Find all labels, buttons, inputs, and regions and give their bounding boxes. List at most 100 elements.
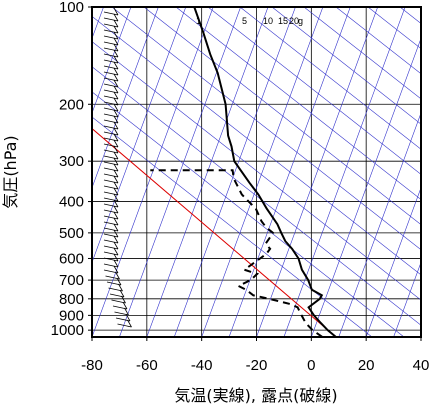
wind-barb-flag bbox=[113, 103, 119, 112]
x-tick-label: 20 bbox=[358, 357, 375, 374]
wind-barb-staff bbox=[103, 59, 119, 64]
wind-barb-flag bbox=[113, 55, 119, 64]
wind-barb-staff bbox=[103, 47, 119, 52]
wind-barb-flag bbox=[113, 97, 119, 106]
isotherm-line bbox=[311, 37, 421, 337]
wind-barb-staff bbox=[103, 251, 119, 256]
wind-barb-staff bbox=[117, 323, 132, 328]
dry-adiabat-line bbox=[92, 91, 405, 337]
wind-barb-flag bbox=[113, 247, 119, 256]
temperature-profile bbox=[193, 7, 337, 337]
y-axis-title: 気圧(hPa) bbox=[1, 135, 20, 208]
wind-barb-staff bbox=[103, 167, 119, 172]
y-tick-label: 500 bbox=[59, 225, 84, 242]
wind-barb-flag bbox=[113, 265, 119, 274]
x-tick-label: -40 bbox=[191, 357, 213, 374]
reference-line bbox=[92, 127, 337, 337]
wind-barb-flag bbox=[122, 301, 128, 310]
x-tick-label: -20 bbox=[246, 357, 268, 374]
y-tick-label: 1000 bbox=[51, 322, 84, 339]
wind-barb-flag bbox=[113, 157, 119, 166]
wind-barb-staff bbox=[103, 155, 119, 160]
wind-barb-staff bbox=[103, 263, 119, 268]
wind-barb-staff bbox=[103, 221, 119, 226]
isotherm-line bbox=[146, 7, 269, 337]
isotherm-line bbox=[420, 336, 421, 337]
y-tick-label: 200 bbox=[59, 96, 84, 113]
isotherm-line bbox=[283, 7, 406, 337]
wind-barb-flag bbox=[113, 253, 119, 262]
dry-adiabat-line bbox=[92, 66, 421, 326]
wind-barb-flag bbox=[118, 283, 123, 292]
dry-adiabat-line bbox=[143, 7, 421, 226]
dry-adiabat-line bbox=[111, 7, 421, 251]
isotherm-line bbox=[201, 7, 324, 337]
x-tick-label: -60 bbox=[136, 357, 158, 374]
wind-barb-flag bbox=[127, 319, 132, 328]
isotherm-line bbox=[365, 186, 421, 337]
wind-barb-flag bbox=[113, 223, 119, 232]
y-tick-label: 400 bbox=[59, 194, 84, 211]
wind-barb-flag bbox=[119, 289, 125, 298]
wind-barb-flag bbox=[113, 235, 119, 244]
wind-barb-staff bbox=[103, 203, 119, 208]
wind-barb-staff bbox=[103, 179, 119, 184]
x-tick-label: 40 bbox=[413, 357, 430, 374]
wind-barb-staff bbox=[103, 23, 119, 28]
wind-barb-staff bbox=[103, 215, 119, 220]
isotherm-line bbox=[119, 7, 241, 337]
wind-barb-flag bbox=[113, 229, 119, 238]
wind-barb-flag bbox=[113, 109, 119, 118]
dry-adiabat-line bbox=[303, 7, 421, 100]
isotherm-line bbox=[92, 7, 187, 264]
wind-barb-flag bbox=[113, 85, 119, 94]
y-tick-label: 800 bbox=[59, 291, 84, 308]
wind-barb-staff bbox=[103, 119, 119, 124]
wind-barb-flag bbox=[113, 7, 119, 16]
isotherm-line bbox=[92, 7, 132, 114]
wind-barb-flag bbox=[113, 43, 119, 52]
wind-barb-flag bbox=[113, 121, 119, 130]
mixing-ratio-label: 1 bbox=[196, 16, 201, 26]
mixing-ratio-label: 15 bbox=[278, 16, 288, 26]
wind-barb-staff bbox=[103, 11, 119, 16]
isotherm-line bbox=[393, 261, 421, 337]
wind-barb-staff bbox=[103, 245, 119, 250]
wind-barb-flag bbox=[113, 169, 119, 178]
wind-barb-flag bbox=[113, 163, 119, 172]
wind-barb-flag bbox=[113, 61, 119, 70]
isotherm-line bbox=[92, 7, 159, 189]
wind-barb-staff bbox=[103, 191, 119, 196]
wind-barb-flag bbox=[115, 271, 120, 280]
mixing-ratio-labels: 1 5 10 15 20g bbox=[196, 16, 303, 26]
wind-barb-staff bbox=[103, 197, 119, 202]
wind-barb-flag bbox=[113, 151, 119, 160]
wind-barb-staff bbox=[103, 185, 119, 190]
wind-barb-flag bbox=[113, 127, 119, 136]
wind-barb-staff bbox=[103, 107, 119, 112]
wind-barb-flag bbox=[113, 79, 119, 88]
wind-barb-flag bbox=[113, 217, 119, 226]
wind-barb-flag bbox=[113, 133, 119, 142]
mixing-ratio-label: 10 bbox=[263, 16, 273, 26]
isotherm-line bbox=[256, 7, 378, 337]
wind-barb-flag bbox=[113, 175, 119, 184]
wind-barb-staff bbox=[103, 89, 119, 94]
wind-barb-staff bbox=[103, 41, 119, 46]
isotherm-line bbox=[92, 7, 214, 337]
wind-barb-flag bbox=[121, 295, 126, 304]
mixing-ratio-label: 5 bbox=[242, 16, 247, 26]
dry-adiabat-line bbox=[92, 41, 421, 301]
wind-barb-staff bbox=[103, 101, 119, 106]
wind-barb-flag bbox=[113, 199, 119, 208]
wind-barb-flag bbox=[113, 49, 119, 58]
x-axis-title: 気温(実線), 露点(破線) bbox=[174, 386, 337, 405]
wind-barb-staff bbox=[103, 113, 119, 118]
wind-barb-staff bbox=[103, 227, 119, 232]
dry-adiabat-line bbox=[239, 7, 421, 150]
wind-barb-flag bbox=[113, 37, 119, 46]
wind-barb-staff bbox=[103, 83, 119, 88]
wind-barb-flag bbox=[113, 115, 119, 124]
wind-barb-staff bbox=[103, 77, 119, 82]
